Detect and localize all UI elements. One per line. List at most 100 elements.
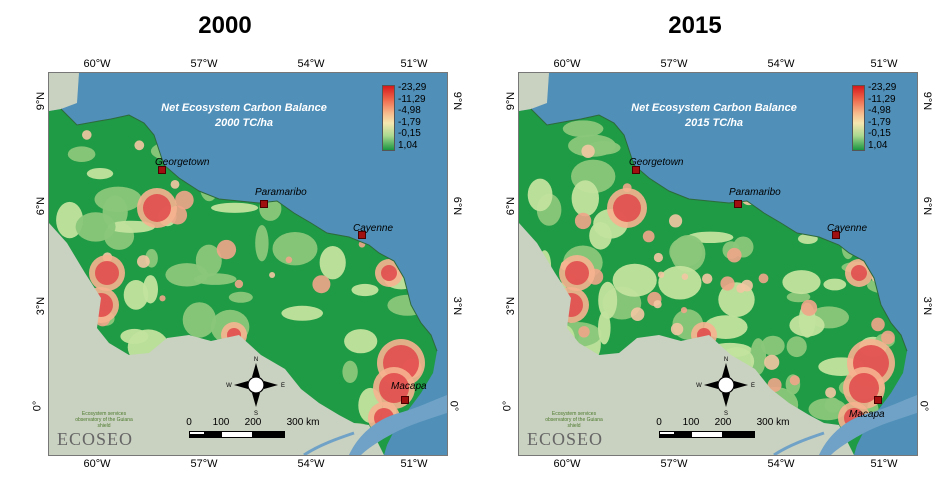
outside-study-area [519, 223, 854, 455]
lon-label-top: 51°W [400, 58, 428, 70]
scale-label: 200 [244, 417, 262, 428]
lon-label-bottom: 57°W [190, 458, 218, 470]
city-label: Paramaribo [255, 187, 307, 198]
scale-label: 300 km [756, 417, 790, 428]
scale-label: 0 [656, 417, 662, 428]
lon-label-bottom: 54°W [297, 458, 325, 470]
amazon-estuary [819, 395, 917, 455]
city-marker [158, 166, 166, 174]
scale-segment [723, 431, 755, 438]
lon-label-bottom: 51°W [870, 458, 898, 470]
city-marker [260, 200, 268, 208]
map-panel-2015: 2015 60°W 60°W 57°W 57°W 54°W 54°W 51°W 51°W 9°N 9… [470, 0, 933, 480]
lon-label-bottom: 54°W [767, 458, 795, 470]
logo-subtitle: Ecosystem services observatory of the Gu… [75, 411, 133, 429]
lat-label-right: 9°N [451, 91, 464, 111]
city-label: Macapa [849, 409, 885, 420]
lon-label-top: 51°W [870, 58, 898, 70]
lat-label-left: 6°N [35, 196, 48, 216]
lat-label-left: 3°N [35, 296, 48, 316]
lat-label-right: 6°N [451, 196, 464, 216]
legend-color-ramp [382, 85, 395, 151]
compass-north: N [254, 357, 258, 363]
scale-segment [189, 431, 205, 434]
map-panel-2000: 2000 60°W 60°W 57°W 57°W 54°W 54°W 51°W 51°W 9°N 9… [0, 0, 463, 480]
legend-label: -23,29 [868, 82, 897, 93]
city-marker [734, 200, 742, 208]
compass-south: S [254, 411, 258, 417]
panel-title: 2000 [198, 12, 252, 39]
map-title: Net Ecosystem Carbon Balance 2015 TC/ha [609, 101, 819, 131]
scale-segment [659, 431, 691, 438]
logo-name: ECOSEO [527, 429, 604, 449]
legend-label: -0,15 [398, 128, 421, 139]
legend-label: -4,98 [868, 105, 891, 116]
lon-label-bottom: 60°W [83, 458, 111, 470]
scale-segment [221, 431, 253, 438]
compass-south: S [724, 411, 728, 417]
lat-label-left: 0° [31, 400, 44, 412]
map-frame: N S E W Net Ecosystem Carbon Balance 2000 TC/… [48, 72, 448, 456]
lon-label-bottom: 51°W [400, 458, 428, 470]
carbon-balance-map: N S E W [519, 73, 917, 455]
scale-segment [691, 431, 723, 438]
city-label: Paramaribo [729, 187, 781, 198]
compass-east: E [751, 383, 755, 389]
lat-label-right: 0° [917, 400, 930, 412]
legend-label: 1,04 [868, 139, 888, 151]
outside-study-area [49, 223, 384, 455]
city-label: Georgetown [629, 157, 684, 168]
legend-label: -1,79 [398, 116, 421, 128]
legend-label: -0,15 [868, 128, 891, 139]
lat-label-right: 3°N [921, 296, 934, 316]
scale-label: 100 [212, 417, 230, 428]
map-title-line1: Net Ecosystem Carbon Balance [631, 102, 797, 114]
legend-label: 1,04 [398, 139, 418, 151]
scale-segment [659, 431, 675, 434]
city-label: Cayenne [353, 223, 394, 234]
map-title-line2: 2015 TC/ha [684, 117, 744, 129]
lat-label-left: 9°N [35, 91, 48, 111]
lat-label-left: 0° [501, 400, 514, 412]
scale-label: 0 [186, 417, 192, 428]
legend-label: -11,29 [398, 93, 426, 105]
scale-label: 200 [714, 417, 732, 428]
lon-label-top: 54°W [297, 58, 325, 70]
city-marker [874, 396, 882, 404]
compass-north: N [724, 357, 728, 363]
map-title: Net Ecosystem Carbon Balance 2000 TC/ha [139, 101, 349, 131]
lon-label-top: 57°W [190, 58, 218, 70]
scale-segment [189, 431, 221, 438]
legend-color-ramp [852, 85, 865, 151]
map-frame: N S E W Net Ecosystem Carbon Balance 2015 TC/… [518, 72, 918, 456]
compass-west: W [696, 383, 702, 389]
city-marker [358, 231, 366, 239]
lat-label-left: 9°N [505, 91, 518, 111]
panel-title: 2015 [668, 12, 722, 39]
lat-label-left: 3°N [505, 296, 518, 316]
logo-subtitle: Ecosystem services observatory of the Gu… [545, 411, 603, 429]
legend-label: -23,29 [398, 82, 427, 93]
scale-segment [253, 431, 285, 438]
lon-label-top: 54°W [767, 58, 795, 70]
lat-label-right: 9°N [921, 91, 934, 111]
lat-label-right: 0° [447, 400, 460, 412]
city-label: Cayenne [827, 223, 868, 234]
lon-label-bottom: 57°W [660, 458, 688, 470]
lon-label-top: 60°W [83, 58, 111, 70]
legend-label: -4,98 [398, 105, 421, 116]
lon-label-bottom: 60°W [553, 458, 581, 470]
city-marker [832, 231, 840, 239]
compass-east: E [281, 383, 285, 389]
lon-label-top: 57°W [660, 58, 688, 70]
city-marker [401, 396, 409, 404]
legend-label: -11,29 [868, 93, 896, 105]
city-label: Georgetown [155, 157, 210, 168]
city-marker [632, 166, 640, 174]
city-label: Macapa [391, 381, 427, 392]
scale-label: 300 km [286, 417, 320, 428]
logo-name: ECOSEO [57, 429, 134, 449]
compass-rose: N S E W [696, 357, 755, 417]
lat-label-left: 6°N [505, 196, 518, 216]
compass-west: W [226, 383, 232, 389]
